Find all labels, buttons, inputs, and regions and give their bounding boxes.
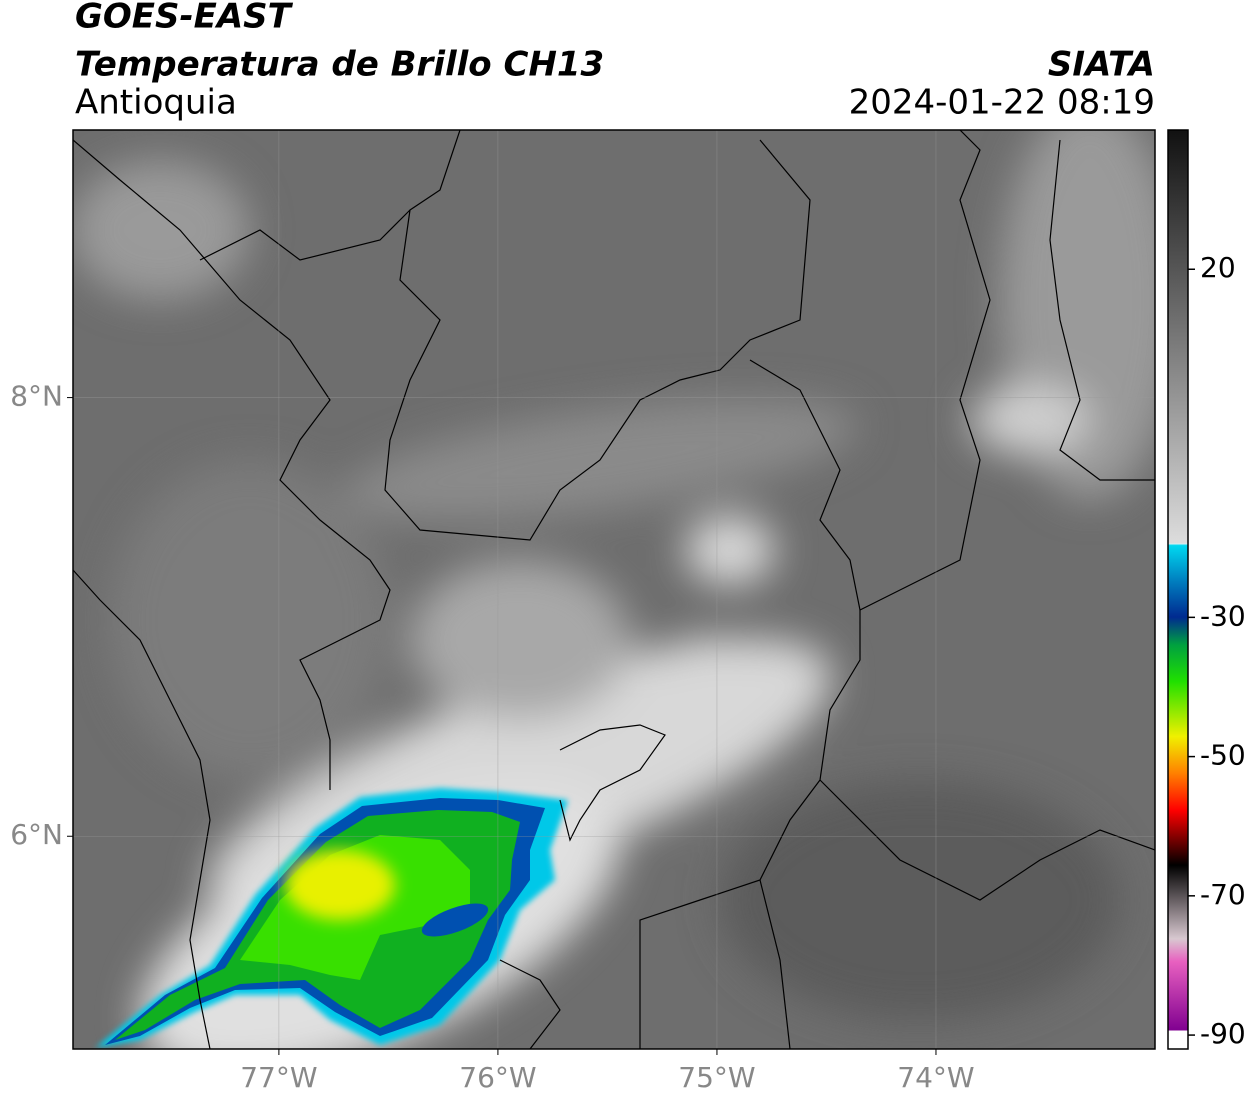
y-tick-label: 8°N — [10, 380, 63, 413]
x-tick-label: 77°W — [240, 1061, 317, 1094]
colorbar-tick-label: -50 — [1200, 739, 1246, 772]
cold-cloud-tops — [95, 788, 568, 1048]
region: Antioquia — [75, 83, 237, 123]
colorbar-tick-label: 20 — [1200, 251, 1236, 284]
x-tick-label: 76°W — [459, 1061, 536, 1094]
source: SIATA — [1048, 45, 1155, 85]
borders — [73, 130, 1155, 1049]
colorbar-tick-label: -90 — [1200, 1017, 1246, 1050]
map-image — [73, 130, 1155, 1049]
colorbar — [1167, 129, 1189, 1050]
subtitle: Temperatura de Brillo CH13 — [75, 45, 604, 85]
x-tick-label: 75°W — [678, 1061, 755, 1094]
colorbar-tick-label: -30 — [1200, 599, 1246, 632]
title: GOES-EAST — [75, 0, 294, 37]
x-tick-label: 74°W — [897, 1061, 974, 1094]
datetime: 2024-01-22 08:19 — [849, 83, 1155, 123]
grid — [73, 130, 1155, 1049]
colorbar-tick-label: -70 — [1200, 878, 1246, 911]
map-frame — [72, 129, 1156, 1050]
y-tick-label: 6°N — [10, 818, 63, 851]
